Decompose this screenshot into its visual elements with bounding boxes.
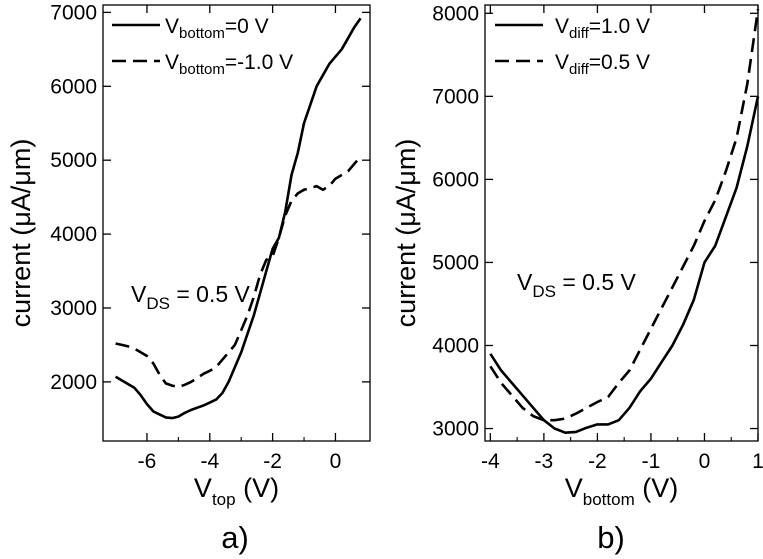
y-tick-label: 3000 — [50, 297, 97, 320]
y-tick-label: 8000 — [432, 2, 479, 25]
y-tick-label: 3000 — [432, 418, 479, 441]
y-axis-label: current (μA/μm) — [6, 139, 36, 328]
y-tick-label: 5000 — [50, 149, 97, 172]
vds-annotation: VDS = 0.5 V — [131, 281, 251, 313]
y-tick-label: 6000 — [50, 75, 97, 98]
panel-label: a) — [221, 520, 249, 555]
legend-label-2: Vbottom=-1.0 V — [165, 51, 293, 78]
panel-b: -4 -3 -2 -1 0 1 3000 4000 5000 6000 7000 8000 Vdiff=… — [391, 2, 763, 555]
panel-label: b) — [597, 520, 625, 555]
x-tick-label: -2 — [588, 450, 607, 473]
x-tick-label: 0 — [699, 450, 711, 473]
plot-frame — [102, 4, 371, 442]
y-tick-label: 6000 — [432, 168, 479, 191]
x-tick-label: -4 — [481, 450, 500, 473]
y-tick-label: 7000 — [432, 85, 479, 108]
plot-frame — [484, 4, 759, 442]
y-tick-label: 5000 — [432, 251, 479, 274]
x-tick-label: -6 — [138, 450, 157, 473]
legend-label-1: Vdiff=1.0 V — [555, 15, 650, 42]
legend-label-1: Vbottom=0 V — [165, 15, 269, 42]
series-line-2 — [489, 9, 760, 422]
y-tick-label: 4000 — [50, 223, 97, 246]
y-tick-label: 7000 — [50, 1, 97, 24]
x-tick-label: 1 — [752, 450, 763, 473]
x-axis-label: Vbottom (V) — [565, 473, 679, 509]
series-line-1 — [489, 96, 760, 434]
x-tick-label: -4 — [200, 450, 219, 473]
x-tick-label: -2 — [263, 450, 282, 473]
legend-label-2: Vdiff=0.5 V — [555, 51, 650, 78]
x-tick-label: -1 — [642, 450, 661, 473]
x-tick-label: 0 — [330, 450, 342, 473]
y-tick-label: 2000 — [50, 371, 97, 394]
series-line-2 — [115, 155, 362, 389]
x-tick-label: -3 — [535, 450, 554, 473]
y-axis-label: current (μA/μm) — [391, 139, 421, 328]
x-axis-label: Vtop (V) — [194, 473, 279, 509]
vds-annotation: VDS = 0.5 V — [517, 269, 637, 301]
series-line-1 — [114, 17, 362, 420]
panel-a: -6 -4 -2 0 2000 3000 4000 5000 6000 7000 Vbottom=0… — [6, 1, 371, 555]
y-tick-label: 4000 — [432, 334, 479, 357]
